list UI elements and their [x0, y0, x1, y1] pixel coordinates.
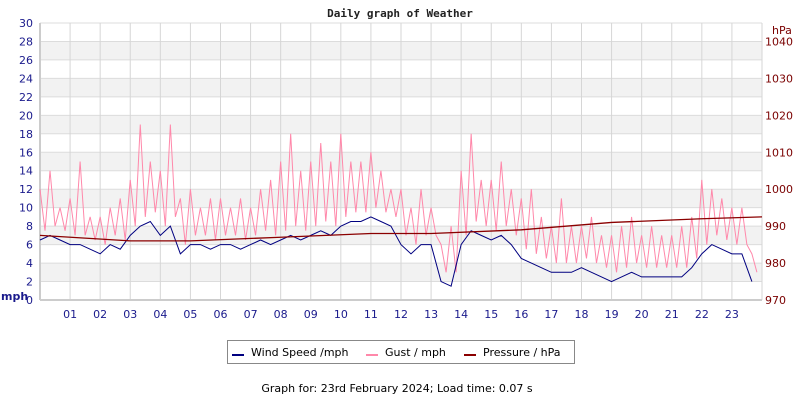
x-tick-label: 22	[695, 308, 709, 321]
x-tick-label: 11	[364, 308, 378, 321]
gust-line	[39, 124, 758, 273]
y-tick-label-left: 16	[19, 146, 33, 159]
y-tick-label-right: 1020	[765, 109, 793, 122]
y-tick-label-left: 0	[26, 294, 33, 307]
x-tick-label: 10	[334, 308, 348, 321]
x-tick-label: 20	[635, 308, 649, 321]
legend-label: Gust / mph	[385, 346, 446, 359]
y-tick-label-right: 1030	[765, 72, 793, 85]
y-tick-label-left: 4	[26, 257, 33, 270]
x-tick-label: 04	[153, 308, 167, 321]
y-tick-label-right: 990	[765, 220, 786, 233]
x-tick-label: 05	[183, 308, 197, 321]
y-tick-label-left: 26	[19, 54, 33, 67]
x-tick-label: 13	[424, 308, 438, 321]
x-tick-label: 17	[544, 308, 558, 321]
y-tick-label-right: 1040	[765, 35, 793, 48]
y-axis-label-left: mph	[1, 290, 28, 303]
x-tick-label: 09	[304, 308, 318, 321]
legend-label: Pressure / hPa	[483, 346, 561, 359]
x-tick-label: 18	[575, 308, 589, 321]
x-tick-label: 15	[484, 308, 498, 321]
y-tick-label-left: 22	[19, 91, 33, 104]
y-axis-label-right: hPa	[772, 24, 792, 37]
y-tick-label-left: 20	[19, 109, 33, 122]
y-tick-label-left: 10	[19, 202, 33, 215]
chart-title: Daily graph of Weather	[327, 7, 473, 20]
x-tick-label: 21	[665, 308, 679, 321]
x-tick-label: 01	[63, 308, 77, 321]
y-tick-label-left: 6	[26, 239, 33, 252]
x-tick-label: 03	[123, 308, 137, 321]
y-tick-label-right: 970	[765, 294, 786, 307]
x-tick-label: 23	[725, 308, 739, 321]
legend-label: Wind Speed /mph	[251, 346, 349, 359]
legend-box	[227, 340, 575, 364]
pressure-line	[39, 216, 763, 242]
x-tick-label: 14	[454, 308, 468, 321]
x-tick-label: 19	[605, 308, 619, 321]
x-tick-label: 12	[394, 308, 408, 321]
y-tick-label-left: 8	[26, 220, 33, 233]
x-tick-label: 02	[93, 308, 107, 321]
y-tick-label-left: 2	[26, 276, 33, 289]
x-tick-label: 08	[274, 308, 288, 321]
y-tick-label-left: 18	[19, 128, 33, 141]
y-tick-label-left: 12	[19, 183, 33, 196]
y-tick-label-left: 14	[19, 165, 33, 178]
y-tick-label-left: 30	[19, 17, 33, 30]
y-tick-label-right: 980	[765, 257, 786, 270]
x-tick-label: 06	[214, 308, 228, 321]
y-tick-label-left: 24	[19, 72, 33, 85]
x-tick-label: 16	[514, 308, 528, 321]
y-tick-label-right: 1000	[765, 183, 793, 196]
footer-text: Graph for: 23rd February 2024; Load time…	[261, 382, 533, 395]
y-tick-label-left: 28	[19, 35, 33, 48]
x-tick-label: 07	[244, 308, 258, 321]
wind-speed-line	[39, 216, 753, 287]
y-tick-label-right: 1010	[765, 146, 793, 159]
